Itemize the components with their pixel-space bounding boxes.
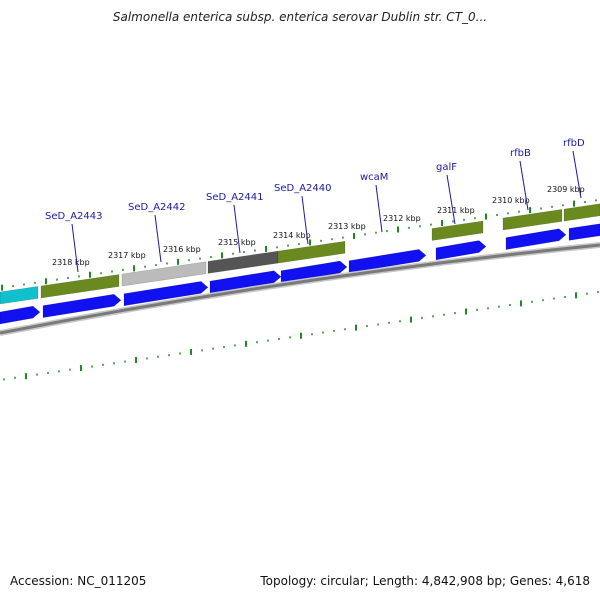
- kbp-label: 2310 kbp: [492, 196, 530, 205]
- cds-arrow: [42, 293, 122, 318]
- genome-backbone-line: [0, 243, 600, 335]
- gene-label[interactable]: SeD_A2441: [206, 192, 264, 203]
- gene-block: [40, 274, 120, 299]
- gene-label[interactable]: rfbB: [510, 148, 531, 159]
- gene-leader-line: [71, 223, 79, 273]
- kbp-label: 2316 kbp: [163, 245, 201, 254]
- gene-leader-line: [446, 174, 456, 225]
- gene-block: [277, 240, 346, 264]
- gene-block: [563, 203, 600, 222]
- outer-tick-track: [1, 199, 597, 291]
- inner-tick-track: [3, 291, 599, 381]
- cds-arrow: [435, 240, 487, 261]
- cds-arrow: [123, 281, 209, 307]
- gene-track: [0, 203, 600, 305]
- accession-text: Accession: NC_011205: [10, 574, 147, 588]
- kbp-label: 2317 kbp: [108, 251, 146, 260]
- cds-arrow: [280, 260, 348, 283]
- map-title: Salmonella enterica subsp. enterica sero…: [112, 10, 488, 24]
- cds-arrow: [505, 228, 567, 250]
- kbp-label: 2314 kbp: [273, 231, 311, 240]
- gene-label[interactable]: galF: [436, 162, 457, 173]
- kbp-label: 2318 kbp: [52, 258, 90, 267]
- cds-track: [0, 223, 600, 325]
- cds-arrow: [568, 223, 600, 241]
- gene-leader-line: [301, 195, 309, 245]
- gene-leader-line: [154, 214, 162, 263]
- gene-block: [207, 250, 279, 274]
- gene-block: [502, 209, 563, 231]
- gene-labels: SeD_A2443 SeD_A2442 SeD_A2441 SeD_A2440 wcaM…: [45, 138, 585, 273]
- gene-label[interactable]: rfbD: [563, 138, 585, 149]
- cds-arrow: [209, 270, 282, 294]
- gene-block: [431, 220, 484, 241]
- summary-text: Topology: circular; Length: 4,842,908 bp…: [260, 574, 590, 588]
- gene-label[interactable]: SeD_A2440: [274, 183, 332, 194]
- gene-label[interactable]: SeD_A2443: [45, 211, 103, 222]
- gene-leader-line: [233, 204, 241, 254]
- gene-leader-line: [572, 150, 582, 199]
- gene-leader-line: [519, 160, 529, 211]
- kbp-label: 2312 kbp: [383, 214, 421, 223]
- gene-label[interactable]: wcaM: [360, 172, 388, 183]
- kbp-label: 2309 kbp: [547, 185, 585, 194]
- kbp-label: 2313 kbp: [328, 222, 366, 231]
- kbp-label: 2315 kbp: [218, 238, 256, 247]
- gene-leader-line: [375, 184, 383, 233]
- cds-arrow: [0, 305, 41, 325]
- gene-block: [121, 261, 207, 287]
- gene-block: [0, 286, 39, 305]
- kbp-label: 2311 kbp: [437, 206, 475, 215]
- gene-label[interactable]: SeD_A2442: [128, 202, 186, 213]
- cds-arrow: [348, 249, 427, 273]
- kbp-scale-labels: 2318 kbp 2317 kbp 2316 kbp 2315 kbp 2314 kbp…: [52, 185, 585, 267]
